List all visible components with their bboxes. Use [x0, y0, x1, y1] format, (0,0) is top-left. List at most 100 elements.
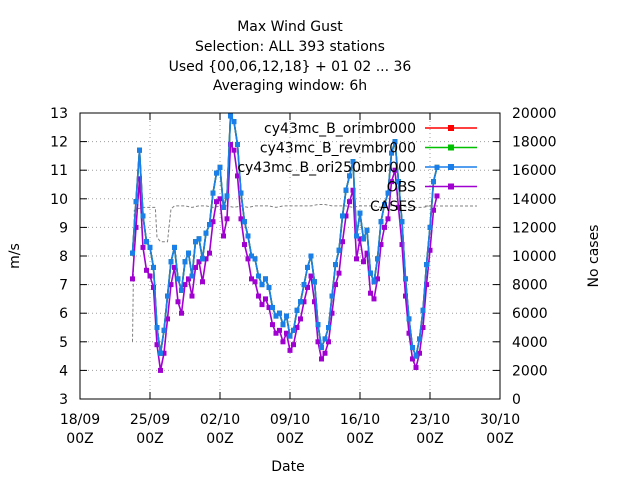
series-point-3	[291, 342, 296, 348]
legend-marker-3	[448, 183, 454, 190]
series-point-2	[172, 244, 177, 250]
series-point-3	[165, 316, 170, 322]
series-point-2	[231, 119, 237, 125]
series-point-2	[217, 164, 223, 170]
series-point-3	[175, 299, 181, 305]
series-point-3	[137, 176, 142, 182]
y-tick-label: 8	[59, 249, 68, 265]
series-point-2	[242, 219, 247, 225]
series-point-2	[294, 307, 300, 313]
series-point-2	[238, 190, 244, 196]
series-point-2	[385, 190, 391, 196]
series-point-2	[371, 279, 377, 285]
x-tick-label-hour: 00Z	[206, 431, 233, 447]
series-point-3	[410, 356, 415, 362]
series-point-3	[256, 293, 261, 299]
series-point-3	[399, 242, 405, 248]
chart-title: Max Wind Gust Selection: ALL 393 station…	[169, 19, 412, 94]
series-point-3	[214, 199, 219, 205]
series-point-3	[249, 276, 254, 282]
series-point-3	[420, 325, 426, 330]
series-point-2	[424, 262, 429, 268]
series-point-3	[378, 242, 384, 248]
series-point-2	[375, 256, 380, 262]
series-point-2	[333, 262, 338, 268]
series-point-3	[259, 302, 265, 308]
series-point-2	[151, 264, 156, 270]
series-point-3	[217, 196, 223, 202]
series-point-2	[228, 113, 233, 119]
series-point-3	[231, 147, 237, 153]
title-line-4: Averaging window: 6h	[213, 78, 367, 94]
series-point-3	[364, 250, 370, 256]
axis-ticks: 3 4 5 6 7 8 9 10 11 12 13 0 2000 4000 6000 8000 10000 120…	[50, 106, 556, 447]
series-point-3	[203, 256, 209, 262]
series-point-2	[392, 139, 398, 145]
series-point-3	[308, 273, 314, 279]
y-tick-label: 5	[59, 335, 68, 351]
x-tick-label-date: 30/10	[480, 412, 520, 428]
series-point-3	[168, 282, 174, 288]
series-point-3	[228, 141, 233, 147]
series-point-3	[273, 330, 279, 336]
series-point-3	[133, 224, 139, 230]
series-point-2	[179, 287, 184, 293]
series-point-3	[375, 276, 380, 282]
series-point-3	[284, 330, 289, 336]
series-point-3	[319, 356, 324, 362]
series-point-2	[277, 310, 282, 316]
series-point-3	[389, 179, 394, 185]
series-point-2	[427, 224, 433, 230]
series-point-2	[168, 259, 174, 265]
y-tick-label: 9	[59, 220, 68, 236]
series-point-2	[315, 322, 321, 328]
legend-marker-2	[448, 164, 454, 170]
legend-marker-1	[448, 144, 454, 151]
x-tick-label-date: 25/09	[130, 412, 170, 428]
series-point-3	[403, 293, 408, 299]
series-point-2	[130, 250, 135, 256]
series-point-2	[263, 276, 268, 282]
series-layer	[130, 113, 440, 373]
series-point-3	[179, 310, 184, 316]
series-point-2	[259, 282, 265, 288]
series-point-3	[186, 276, 191, 282]
y2-tick-label: 14000	[512, 192, 557, 208]
y-tick-label: 11	[50, 163, 68, 179]
series-point-2	[343, 187, 349, 193]
series-line-3	[131, 141, 438, 371]
series-point-2	[270, 304, 275, 310]
series-point-3	[154, 342, 160, 348]
series-point-3	[221, 233, 226, 239]
title-line-2: Selection: ALL 393 stations	[195, 39, 385, 55]
series-point-3	[294, 325, 300, 330]
series-point-3	[392, 167, 398, 173]
y2-tick-label: 12000	[512, 220, 557, 236]
series-line-2	[131, 113, 438, 359]
x-tick-label-hour: 00Z	[346, 431, 373, 447]
x-tick-label-date: 23/10	[410, 412, 450, 428]
series-point-2	[266, 284, 272, 290]
series-point-2	[249, 253, 254, 259]
series-point-3	[336, 270, 342, 276]
series-point-3	[347, 199, 352, 205]
series-point-2	[154, 325, 160, 330]
series-point-3	[329, 310, 335, 316]
series-point-2	[406, 316, 412, 322]
legend-label-2: cy43mc_B_ori250mbr000	[237, 160, 416, 176]
series-point-2	[291, 327, 296, 333]
series-point-3	[371, 296, 377, 302]
series-point-3	[158, 367, 163, 373]
series-line-4	[132, 204, 437, 342]
y2-tick-label: 8000	[512, 278, 548, 294]
series-point-2	[147, 244, 153, 250]
legend-label-4: CASES	[370, 199, 416, 215]
series-point-2	[305, 264, 310, 270]
series-point-2	[403, 276, 408, 282]
series-point-3	[193, 264, 198, 270]
series-point-2	[210, 190, 216, 196]
series-point-3	[333, 282, 338, 288]
series-point-3	[280, 339, 286, 345]
series-point-2	[161, 327, 167, 333]
